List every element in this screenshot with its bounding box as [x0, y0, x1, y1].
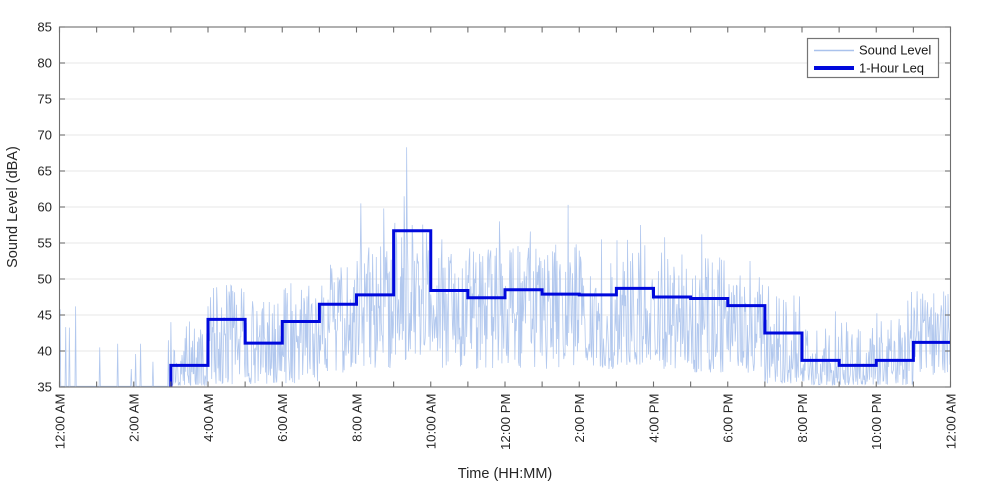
y-tick-label: 85	[37, 20, 52, 35]
x-tick-label: 12:00 AM	[943, 394, 958, 450]
y-tick-label: 35	[37, 380, 52, 395]
tick-labels: 35 40 45 50 55 60 65 70 75 80 85 12:00 AM 2:00 AM 4:0…	[37, 20, 958, 450]
x-tick-label: 4:00 AM	[201, 394, 216, 442]
sound-level-trace	[59, 147, 951, 387]
series-layer	[59, 147, 951, 387]
x-tick-label: 12:00 AM	[52, 394, 67, 450]
x-tick-label: 6:00 AM	[275, 394, 290, 442]
y-tick-label: 65	[37, 164, 52, 179]
y-tick-label: 60	[37, 200, 52, 215]
x-tick-label: 6:00 PM	[721, 394, 736, 443]
x-tick-label: 10:00 AM	[424, 394, 439, 450]
x-tick-label: 2:00 PM	[572, 394, 587, 443]
x-tick-label: 12:00 PM	[498, 394, 513, 450]
y-tick-label: 55	[37, 236, 52, 251]
axis-box	[58, 26, 952, 388]
legend-label-sound-level: Sound Level	[859, 43, 931, 58]
y-tick-label: 40	[37, 344, 52, 359]
y-tick-label: 50	[37, 272, 52, 287]
x-tick-label: 4:00 PM	[646, 394, 661, 443]
x-tick-label: 10:00 PM	[869, 394, 884, 450]
x-tick-label: 8:00 AM	[349, 394, 364, 442]
legend-label-1hour-leq: 1-Hour Leq	[859, 61, 924, 76]
grid-lines	[59, 62, 951, 352]
legend-box	[806, 37, 940, 79]
y-tick-label: 75	[37, 92, 52, 107]
y-tick-label: 70	[37, 128, 52, 143]
x-tick-label: 2:00 AM	[127, 394, 142, 442]
y-tick-label: 80	[37, 56, 52, 71]
y-tick-label: 45	[37, 308, 52, 323]
y-axis-title: Sound Level (dBA)	[5, 146, 21, 268]
x-tick-label: 8:00 PM	[795, 394, 810, 443]
legend: Sound Level 1-Hour Leq	[806, 37, 940, 79]
one-hour-leq-step	[169, 229, 951, 387]
x-axis-title: Time (HH:MM)	[458, 466, 553, 482]
